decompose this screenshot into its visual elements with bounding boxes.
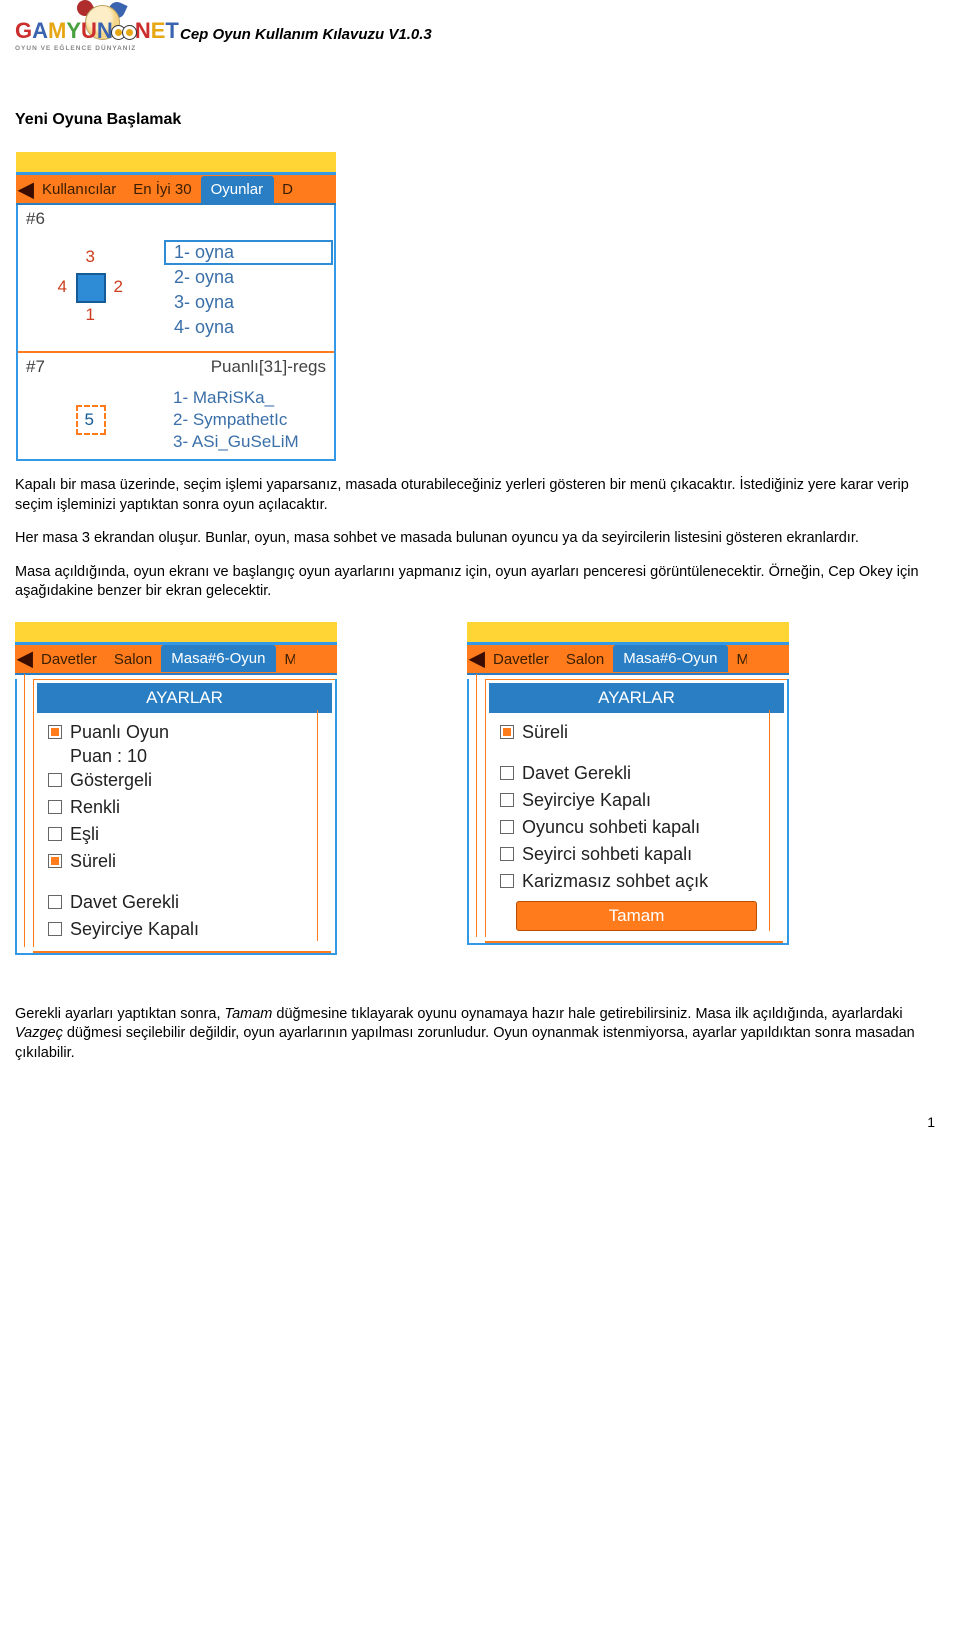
seat-left: 4 xyxy=(58,277,67,297)
setting-sureli[interactable]: Süreli xyxy=(486,719,787,746)
setting-karizmasiz-sohbet[interactable]: Karizmasız sohbet açık xyxy=(486,868,787,895)
checkbox-icon xyxy=(500,847,514,861)
setting-renkli[interactable]: Renkli xyxy=(34,794,335,821)
paragraph-2: Her masa 3 ekrandan oluşur. Bunlar, oyun… xyxy=(15,529,945,549)
setting-seyirciye-kapali[interactable]: Seyirciye Kapalı xyxy=(486,787,787,814)
setting-gostergeli[interactable]: Göstergeli xyxy=(34,767,335,794)
settings-screenshot-left: ◀ Davetler Salon Masa#6-Oyun M AYARLAR P… xyxy=(15,622,337,955)
setting-sureli[interactable]: Süreli xyxy=(34,848,335,875)
checkbox-icon xyxy=(48,895,62,909)
games-list-screenshot: ◀ Kullanıcılar En İyi 30 Oyunlar Da #6 3… xyxy=(15,151,337,462)
setting-puan-value: Puan : 10 xyxy=(34,746,335,767)
setting-esli[interactable]: Eşli xyxy=(34,821,335,848)
seat-right: 2 xyxy=(114,277,123,297)
checkbox-icon xyxy=(500,766,514,780)
setting-seyirciye-kapali[interactable]: Seyirciye Kapalı xyxy=(34,916,335,943)
section-heading: Yeni Oyuna Başlamak xyxy=(15,111,945,129)
checkbox-icon xyxy=(500,725,514,739)
tab-table-game[interactable]: Masa#6-Oyun xyxy=(161,645,276,672)
paragraph-3: Masa açıldığında, oyun ekranı ve başlang… xyxy=(15,563,945,602)
player-row: 3- ASi_GuSeLiM xyxy=(163,431,334,453)
tab-partial[interactable]: M xyxy=(276,646,296,672)
seat-menu-item[interactable]: 2- oyna xyxy=(164,265,333,290)
setting-davet-gerekli[interactable]: Davet Gerekli xyxy=(486,760,787,787)
checkbox-icon xyxy=(48,773,62,787)
checkbox-icon xyxy=(500,874,514,888)
seat-center-num: 5 xyxy=(85,410,94,430)
tab-scroll-left-icon[interactable]: ◀ xyxy=(17,645,33,673)
seat-top: 3 xyxy=(86,247,95,267)
setting-oyuncu-sohbet[interactable]: Oyuncu sohbeti kapalı xyxy=(486,814,787,841)
ok-button[interactable]: Tamam xyxy=(516,901,757,931)
tab-users[interactable]: Kullanıcılar xyxy=(34,176,125,202)
tab-invites[interactable]: Davetler xyxy=(33,646,106,672)
checkbox-icon xyxy=(500,793,514,807)
gamyun-logo: GAMYUNNET OYUN VE EĞLENCE DÜNYANIZ xyxy=(15,8,170,56)
tab-partial[interactable]: Da xyxy=(274,176,294,202)
tab-scroll-left-icon[interactable]: ◀ xyxy=(18,175,34,203)
tab-table-game[interactable]: Masa#6-Oyun xyxy=(613,645,728,672)
settings-title: AYARLAR xyxy=(37,683,332,713)
checkbox-icon xyxy=(500,820,514,834)
seat-menu-item[interactable]: 4- oyna xyxy=(164,315,333,340)
tab-scroll-left-icon[interactable]: ◀ xyxy=(469,645,485,673)
seat-diagram-table7: 5 xyxy=(46,387,136,457)
checkbox-icon xyxy=(48,725,62,739)
seat-menu-item[interactable]: 3- oyna xyxy=(164,290,333,315)
table-header-7-status: Puanlı[31]-regs xyxy=(211,357,326,377)
setting-puanli-oyun[interactable]: Puanlı Oyun xyxy=(34,719,335,746)
paragraph-4: Gerekli ayarları yaptıktan sonra, Tamam … xyxy=(15,1005,945,1064)
table-header-7: #7 xyxy=(26,357,45,377)
checkbox-icon xyxy=(48,827,62,841)
player-row: 2- SympathetIc xyxy=(163,409,334,431)
tab-salon[interactable]: Salon xyxy=(558,646,613,672)
top-tabbar: ◀ Kullanıcılar En İyi 30 Oyunlar Da xyxy=(16,175,336,205)
seat-diagram-table6: 3 4 2 1 xyxy=(46,243,136,333)
scrollbar[interactable] xyxy=(769,710,787,931)
player-row: 1- MaRiSKa_ xyxy=(163,387,334,409)
checkbox-icon xyxy=(48,854,62,868)
tab-invites[interactable]: Davetler xyxy=(485,646,558,672)
scrollbar[interactable] xyxy=(317,710,335,941)
tab-games[interactable]: Oyunlar xyxy=(201,176,275,203)
tab-partial[interactable]: M xyxy=(728,646,748,672)
page-header: GAMYUNNET OYUN VE EĞLENCE DÜNYANIZ Cep O… xyxy=(15,0,945,81)
setting-seyirci-sohbet[interactable]: Seyirci sohbeti kapalı xyxy=(486,841,787,868)
page-number: 1 xyxy=(15,1114,945,1130)
tab-salon[interactable]: Salon xyxy=(106,646,161,672)
settings-title: AYARLAR xyxy=(489,683,784,713)
setting-davet-gerekli[interactable]: Davet Gerekli xyxy=(34,889,335,916)
document-title: Cep Oyun Kullanım Kılavuzu V1.0.3 xyxy=(180,8,432,43)
paragraph-1: Kapalı bir masa üzerinde, seçim işlemi y… xyxy=(15,476,945,515)
seat-bottom: 1 xyxy=(86,305,95,325)
tab-top30[interactable]: En İyi 30 xyxy=(125,176,200,202)
checkbox-icon xyxy=(48,800,62,814)
seat-menu-item[interactable]: 1- oyna xyxy=(164,240,333,265)
checkbox-icon xyxy=(48,922,62,936)
table-header-6: #6 xyxy=(18,205,334,233)
settings-screenshot-right: ◀ Davetler Salon Masa#6-Oyun M AYARLAR S… xyxy=(467,622,789,955)
logo-subtext: OYUN VE EĞLENCE DÜNYANIZ xyxy=(15,45,136,52)
